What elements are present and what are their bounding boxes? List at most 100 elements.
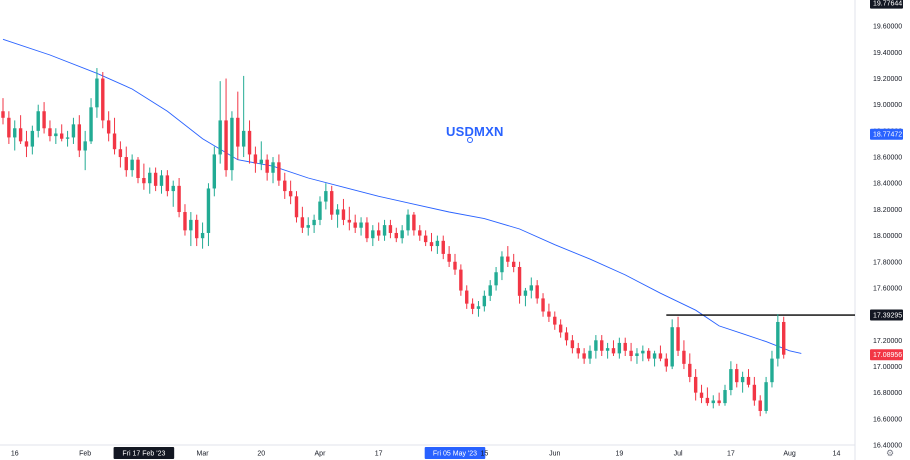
candle-body	[371, 230, 375, 239]
candle-body	[611, 348, 616, 354]
price-tag: 17.08956	[870, 349, 903, 361]
candle-body	[406, 214, 410, 231]
candle-body	[300, 217, 305, 228]
candle	[71, 117, 76, 144]
candle-body	[306, 225, 310, 228]
candle-body	[312, 219, 316, 226]
candle-body	[782, 321, 786, 355]
candle-body	[95, 78, 99, 108]
candle-body	[682, 350, 686, 364]
candle	[65, 130, 70, 147]
price-tag: 19.77644	[870, 0, 903, 9]
candle	[494, 267, 498, 291]
candle	[441, 235, 445, 260]
candle-body	[71, 124, 76, 138]
candle	[60, 124, 64, 142]
candle-body	[412, 214, 416, 231]
candle-body	[324, 191, 328, 202]
candle-body	[359, 222, 363, 228]
x-tick-label: Feb	[79, 451, 91, 458]
candle-body	[130, 159, 134, 171]
candle	[335, 204, 340, 228]
candle-body	[24, 141, 29, 147]
candle	[717, 392, 721, 406]
candle	[83, 130, 87, 171]
candle	[541, 293, 545, 317]
candle	[54, 128, 58, 144]
candle-body	[494, 272, 498, 286]
x-crosshair-date-tag: Fri 17 Feb '23	[113, 447, 175, 459]
candle-body	[764, 382, 768, 411]
candle-body	[376, 230, 381, 236]
candle	[77, 115, 82, 158]
candle	[623, 337, 627, 356]
candle-body	[218, 120, 222, 155]
candle	[353, 214, 357, 233]
candle-body	[541, 298, 545, 312]
price-tag-label: 17.08956	[873, 352, 902, 359]
candle	[206, 183, 211, 247]
candle	[7, 111, 11, 144]
candle-body	[605, 348, 610, 351]
candle	[652, 350, 657, 367]
candle-body	[758, 400, 762, 411]
y-tick-label: 18.20000	[873, 207, 902, 214]
candle	[165, 170, 170, 197]
candle-body	[482, 295, 487, 307]
candle	[535, 280, 539, 304]
candle	[600, 335, 604, 356]
candle-body	[394, 232, 398, 239]
candle-body	[206, 188, 211, 233]
settings-gear-icon[interactable]: ⚙	[885, 448, 895, 458]
candle-body	[435, 240, 440, 247]
candle-body	[723, 390, 727, 404]
candle	[617, 337, 622, 359]
candle-body	[423, 235, 428, 243]
x-tick-label: Apr	[315, 451, 327, 458]
candle-body	[271, 162, 275, 173]
candle	[253, 146, 258, 173]
candle	[406, 209, 410, 236]
candle	[500, 251, 504, 281]
candle-body	[224, 120, 228, 171]
candle-body	[676, 327, 680, 351]
candle	[699, 384, 704, 404]
candle	[236, 91, 240, 160]
candle-body	[705, 397, 710, 404]
candle-body	[236, 117, 240, 147]
candle	[277, 154, 281, 186]
candle	[506, 246, 510, 267]
x-date-tag-bg	[424, 447, 486, 459]
candle	[318, 196, 322, 226]
symbol-anchor-icon	[467, 137, 473, 143]
candle	[200, 222, 205, 249]
candle	[259, 141, 263, 171]
candle-body	[400, 230, 404, 239]
candle-body	[453, 261, 457, 270]
candle-body	[165, 175, 170, 192]
candle-body	[629, 350, 633, 356]
candle-body	[83, 141, 87, 151]
candle-body	[101, 78, 105, 121]
candle-body	[664, 358, 669, 367]
symbol-label[interactable]: USDMXN	[446, 124, 504, 139]
candle	[18, 115, 23, 144]
candle-body	[641, 350, 645, 354]
price-tag-bg	[870, 128, 903, 140]
candle	[412, 212, 416, 236]
candle	[400, 225, 404, 244]
candle-body	[265, 159, 269, 173]
candle	[682, 340, 686, 370]
candle	[482, 290, 487, 312]
candle-body	[54, 133, 58, 137]
candle	[382, 219, 387, 241]
candle-body	[746, 376, 751, 385]
candle-body	[177, 185, 181, 213]
candle	[347, 206, 352, 231]
candle-body	[570, 340, 575, 349]
candle-body	[60, 133, 64, 139]
candle	[24, 130, 29, 158]
candle-body	[470, 303, 475, 309]
candle-body	[523, 290, 528, 296]
